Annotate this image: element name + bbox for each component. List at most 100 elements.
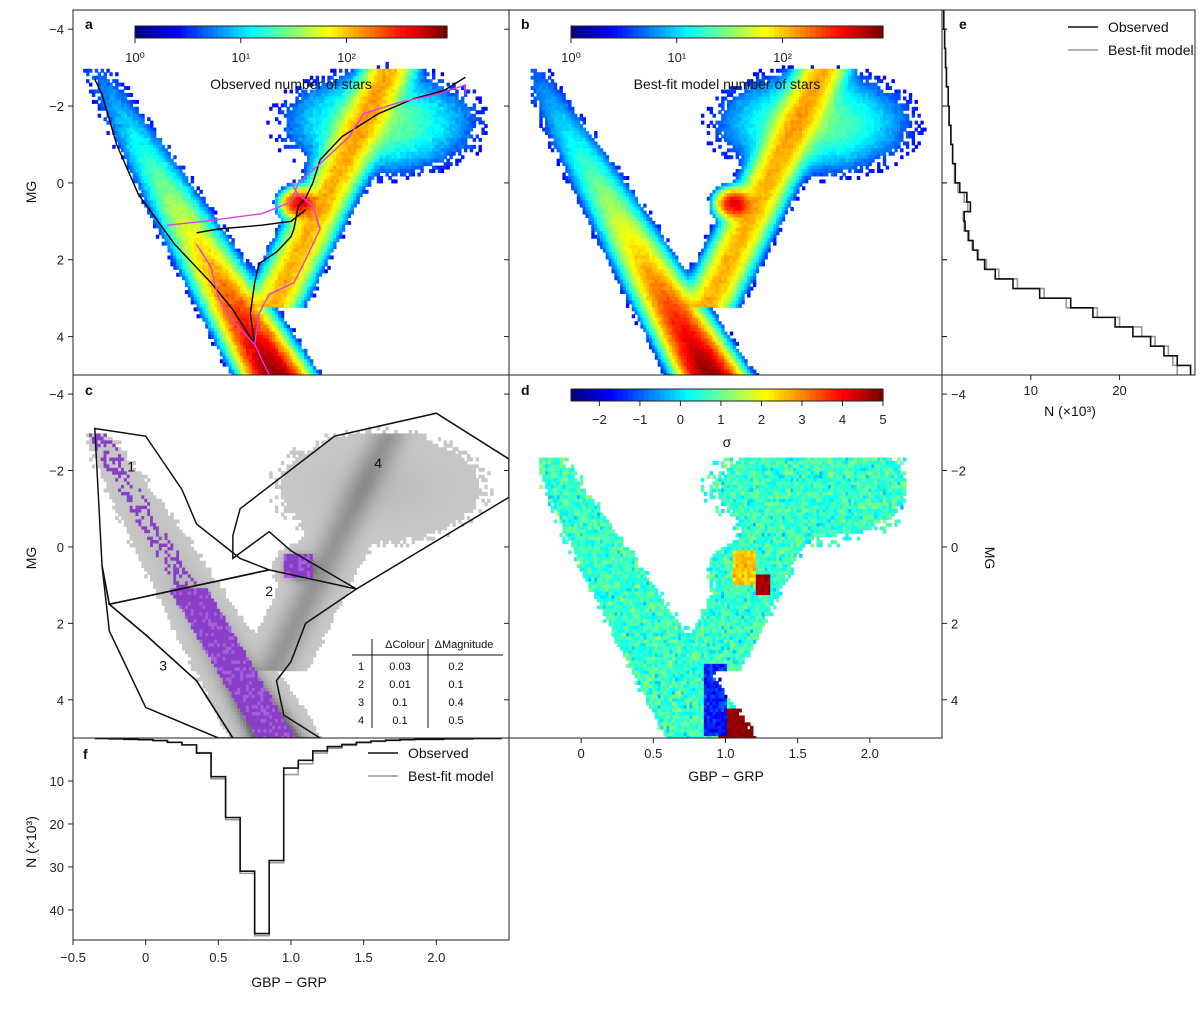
panel-a-cell xyxy=(420,134,424,139)
panel-b-cell xyxy=(764,86,768,91)
panel-a-cell xyxy=(301,144,305,149)
panel-a-cell xyxy=(260,314,264,319)
panel-a-cell xyxy=(350,82,354,87)
panel-a-cell xyxy=(301,214,305,218)
panel-a-cell xyxy=(353,175,357,180)
panel-a-cell xyxy=(234,355,238,360)
panel-a-cell xyxy=(405,124,410,129)
panel-a-cell xyxy=(370,141,375,146)
panel-a-cell xyxy=(164,238,168,243)
panel-a-cell xyxy=(330,210,334,215)
panel-a-cell xyxy=(315,238,320,243)
panel-a-cell xyxy=(408,151,413,156)
panel-a-cell xyxy=(211,224,215,229)
panel-a-cell xyxy=(402,96,407,101)
panel-a-cell xyxy=(449,141,453,146)
panel-b-cell xyxy=(764,89,768,94)
panel-a-cell xyxy=(234,331,238,336)
panel-a-cell xyxy=(295,106,299,111)
panel-a-cell xyxy=(336,148,340,153)
panel-a-cell xyxy=(283,217,288,222)
panel-a-cell xyxy=(289,110,293,115)
panel-a-cell xyxy=(321,131,325,135)
panel-a-cell xyxy=(292,341,296,346)
panel-a-cell xyxy=(373,110,378,115)
panel-b-cell xyxy=(853,72,858,77)
panel-a-cell xyxy=(161,155,166,160)
panel-b-cell xyxy=(790,72,794,77)
panel-a-cell xyxy=(321,162,325,167)
panel-a-cell xyxy=(251,373,256,375)
panel-a-cell xyxy=(237,348,241,353)
panel-a-cell xyxy=(333,89,337,94)
panel-a-cell xyxy=(219,231,224,236)
panel-a-cell xyxy=(336,131,340,135)
panel-a-cell xyxy=(158,189,163,194)
panel-a-cell xyxy=(275,203,279,208)
panel-a-cell xyxy=(135,106,139,111)
panel-a-cell xyxy=(182,245,186,250)
panel-a-cell xyxy=(231,317,235,322)
panel-a-cell xyxy=(370,92,375,97)
panel-a-cell xyxy=(248,300,253,305)
panel-a-cell xyxy=(336,134,340,139)
panel-a-cell xyxy=(280,137,285,142)
panel-a-cell xyxy=(211,262,215,267)
panel-a-cell xyxy=(344,186,349,191)
panel-a-cell xyxy=(315,214,320,218)
panel-a-cell xyxy=(298,286,302,291)
panel-a-cell xyxy=(373,79,378,84)
panel-a-cell xyxy=(150,193,154,198)
panel-a-cell xyxy=(338,103,343,108)
panel-a-cell xyxy=(275,248,279,253)
panel-a-cell xyxy=(289,345,293,350)
panel-a-cell xyxy=(211,258,215,263)
panel-a-cell xyxy=(440,141,445,146)
panel-a-cell xyxy=(280,352,285,357)
panel-a-cell xyxy=(170,220,174,225)
panel-a-cell xyxy=(391,68,395,73)
panel-a-cell xyxy=(123,99,128,104)
panel-a-cell xyxy=(254,314,259,319)
panel-a-cell xyxy=(402,110,407,115)
panel-a-cell xyxy=(263,348,267,353)
panel-a-cell xyxy=(469,148,474,153)
panel-a-cell xyxy=(222,300,227,305)
panel-a-cell xyxy=(237,286,241,291)
panel-a-cell xyxy=(458,151,462,156)
panel-a-cell xyxy=(315,262,320,267)
panel-a-cell xyxy=(405,158,410,163)
panel-a-cell xyxy=(196,196,200,201)
panel-a-cell xyxy=(356,158,360,163)
panel-a-cell xyxy=(129,162,134,167)
panel-a-cell xyxy=(263,255,267,260)
panel-a-cell xyxy=(338,110,343,115)
panel-a-cell xyxy=(402,165,407,170)
panel-a-cell xyxy=(461,141,465,146)
panel-a-cell xyxy=(309,141,314,146)
panel-a-cell xyxy=(356,175,360,180)
panel-a-cell xyxy=(414,137,418,142)
panel-a-cell xyxy=(286,120,291,125)
panel-a-cell xyxy=(304,162,308,167)
panel-a-cell xyxy=(350,79,354,84)
panel-a-cell xyxy=(338,89,343,94)
panel-a-cell xyxy=(100,79,105,84)
panel-a-cell xyxy=(338,151,343,156)
panel-a-cell xyxy=(173,265,177,270)
panel-a-cell xyxy=(359,79,363,84)
panel-a-cell xyxy=(286,255,291,260)
panel-b-cell xyxy=(776,68,780,73)
panel-a-cell xyxy=(373,162,378,167)
panel-a-cell xyxy=(304,283,308,288)
panel-a-cell xyxy=(344,169,349,174)
panel-a-cell xyxy=(429,151,433,156)
panel-a-cell xyxy=(228,290,232,295)
panel-a-cell xyxy=(315,148,320,153)
panel-a-cell xyxy=(405,162,410,167)
panel-a-cell xyxy=(228,262,232,267)
panel-a-cell xyxy=(327,110,331,115)
panel-a-cell xyxy=(164,155,168,160)
panel-a-cell xyxy=(176,186,180,191)
panel-a-cell xyxy=(173,224,177,229)
